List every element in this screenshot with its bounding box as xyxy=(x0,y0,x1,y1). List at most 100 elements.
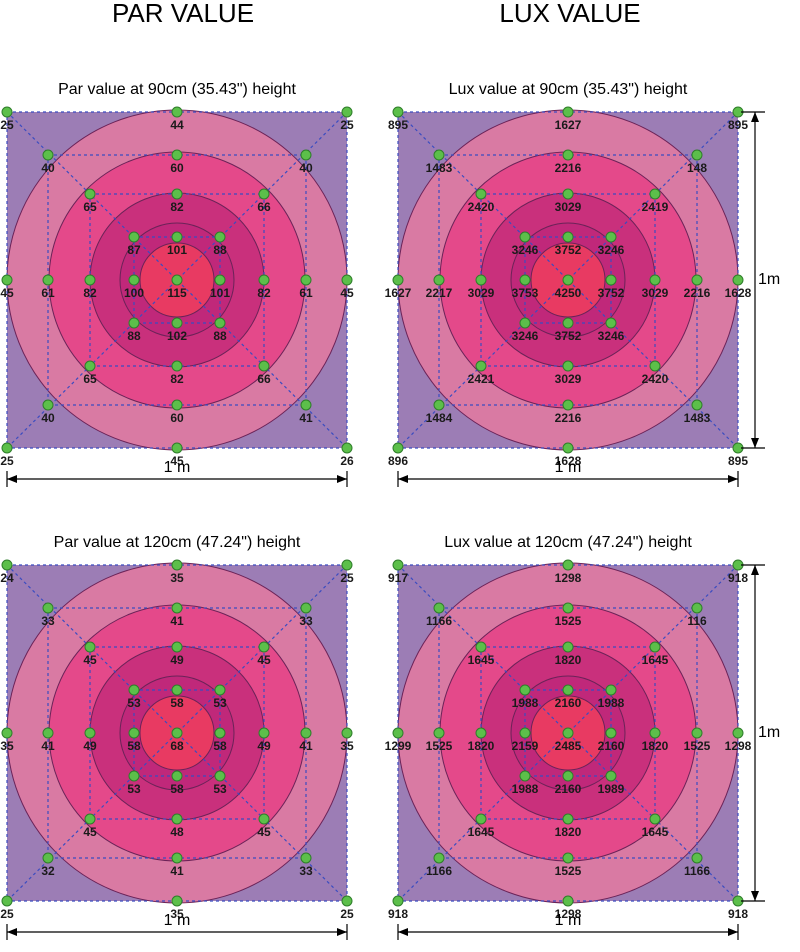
point xyxy=(562,852,574,864)
point xyxy=(341,895,353,907)
point-label: 896 xyxy=(388,454,408,468)
point xyxy=(562,442,574,454)
diagonal xyxy=(6,564,348,902)
point-label: 1298 xyxy=(555,571,582,585)
header: LUX VALUE xyxy=(499,0,640,28)
point xyxy=(258,727,270,739)
point-label: 3246 xyxy=(512,243,539,257)
point xyxy=(605,770,617,782)
point xyxy=(562,399,574,411)
point-label: 2419 xyxy=(642,200,669,214)
point xyxy=(475,727,487,739)
point-label: 1820 xyxy=(555,825,582,839)
point xyxy=(562,559,574,571)
point xyxy=(562,895,574,907)
point xyxy=(649,813,661,825)
point-label: 1525 xyxy=(555,614,582,628)
point xyxy=(562,231,574,243)
panel-title: Lux value at 120cm (47.24") height xyxy=(444,534,692,551)
point xyxy=(42,274,54,286)
point-label: 1645 xyxy=(468,653,495,667)
point xyxy=(691,602,703,614)
point-label: 60 xyxy=(170,161,184,175)
point-label: 35 xyxy=(0,739,14,753)
point-label: 1628 xyxy=(555,454,582,468)
point xyxy=(562,274,574,286)
point xyxy=(341,274,353,286)
point-label: 45 xyxy=(83,653,97,667)
point xyxy=(214,770,226,782)
point xyxy=(300,149,312,161)
point xyxy=(691,274,703,286)
point xyxy=(605,727,617,739)
point-label: 1166 xyxy=(426,864,452,878)
point-label: 82 xyxy=(83,286,97,300)
point-label: 65 xyxy=(83,372,97,386)
point xyxy=(258,813,270,825)
point-label: 917 xyxy=(388,571,408,585)
point-label: 1820 xyxy=(642,739,669,753)
point xyxy=(562,641,574,653)
point-label: 2160 xyxy=(555,782,582,796)
point xyxy=(732,274,744,286)
point-label: 918 xyxy=(728,571,748,585)
point xyxy=(519,231,531,243)
point xyxy=(258,188,270,200)
point xyxy=(171,188,183,200)
point xyxy=(171,602,183,614)
diagonal xyxy=(397,111,739,449)
point xyxy=(562,188,574,200)
point xyxy=(171,106,183,118)
point-label: 40 xyxy=(41,411,55,425)
point xyxy=(562,317,574,329)
point-label: 3246 xyxy=(598,329,625,343)
point xyxy=(171,317,183,329)
point-label: 61 xyxy=(299,286,313,300)
point xyxy=(433,149,445,161)
point xyxy=(392,106,404,118)
point xyxy=(171,852,183,864)
diagonal xyxy=(6,111,348,449)
point-label: 3753 xyxy=(512,286,539,300)
point xyxy=(519,317,531,329)
point xyxy=(300,727,312,739)
point xyxy=(1,442,13,454)
point-label: 53 xyxy=(213,782,227,796)
point xyxy=(691,399,703,411)
point-label: 41 xyxy=(170,614,184,628)
point-label: 88 xyxy=(127,329,141,343)
point xyxy=(84,813,96,825)
point-label: 25 xyxy=(0,118,14,132)
point xyxy=(1,559,13,571)
point xyxy=(42,727,54,739)
point-label: 3029 xyxy=(468,286,495,300)
point-label: 2216 xyxy=(555,411,582,425)
header: PAR VALUE xyxy=(112,0,254,28)
point xyxy=(171,895,183,907)
point-label: 1820 xyxy=(468,739,495,753)
point-label: 53 xyxy=(213,696,227,710)
point-label: 25 xyxy=(340,907,354,921)
point xyxy=(128,231,140,243)
point xyxy=(341,559,353,571)
point xyxy=(562,106,574,118)
point-label: 1989 xyxy=(598,782,625,796)
point xyxy=(171,684,183,696)
point-label: 41 xyxy=(299,411,313,425)
point-label: 2217 xyxy=(426,286,453,300)
point-label: 1988 xyxy=(512,696,539,710)
point-label: 48 xyxy=(170,825,184,839)
point xyxy=(605,317,617,329)
point-label: 25 xyxy=(340,571,354,585)
point-label: 49 xyxy=(170,653,184,667)
point-label: 2216 xyxy=(555,161,582,175)
point-label: 1627 xyxy=(385,286,412,300)
point xyxy=(433,399,445,411)
point xyxy=(341,106,353,118)
point xyxy=(171,559,183,571)
point-label: 40 xyxy=(41,161,55,175)
point xyxy=(171,231,183,243)
point-label: 1820 xyxy=(555,653,582,667)
point-label: 82 xyxy=(257,286,271,300)
point xyxy=(171,274,183,286)
